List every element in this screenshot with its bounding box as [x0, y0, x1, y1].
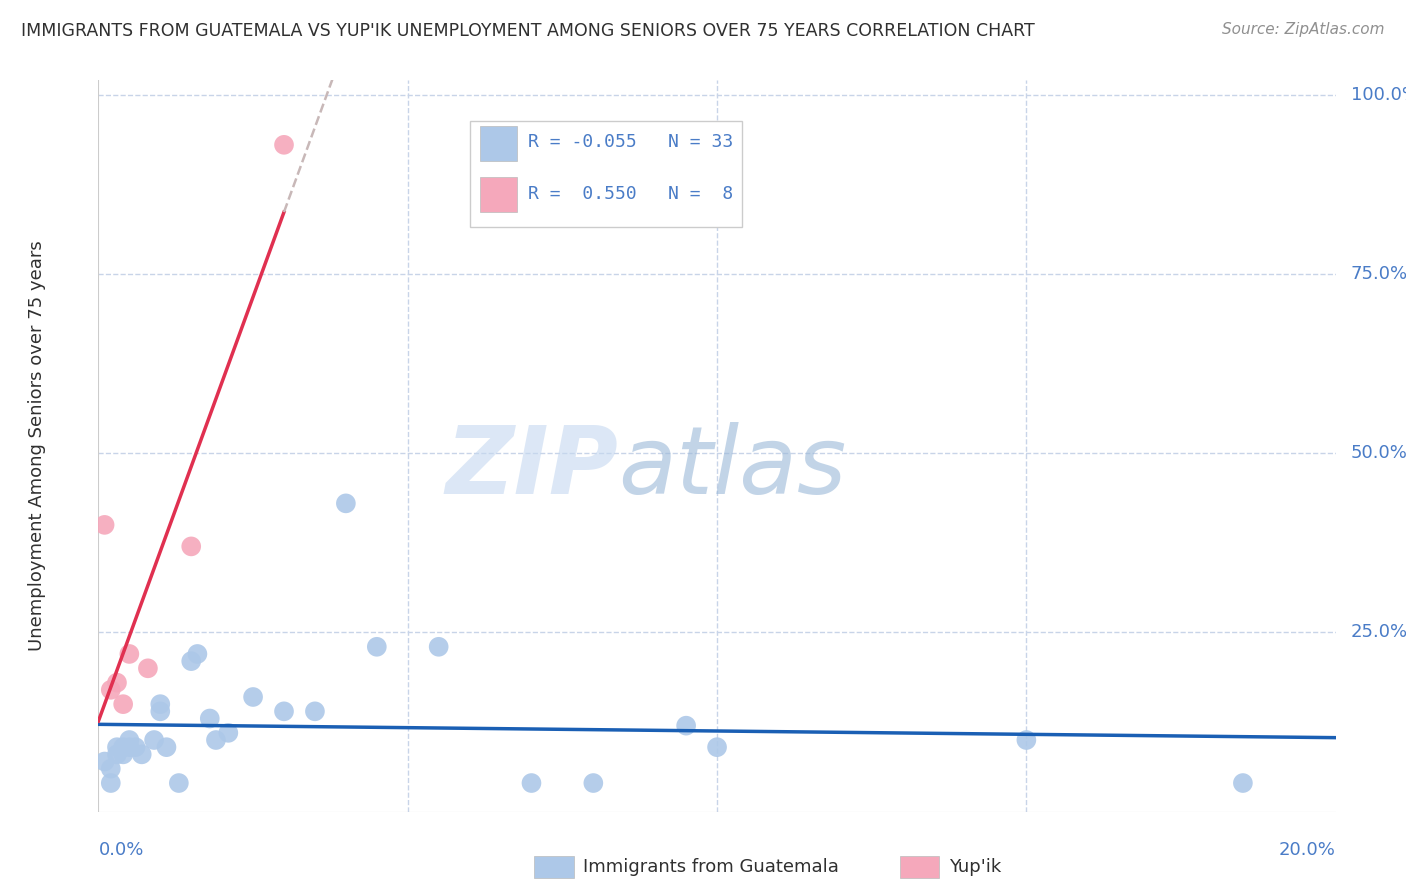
Point: [186, 647, 208, 661]
Point: [112, 697, 135, 711]
Bar: [479, 126, 516, 161]
Text: Unemployment Among Seniors over 75 years: Unemployment Among Seniors over 75 years: [28, 241, 45, 651]
Point: [100, 762, 122, 776]
Point: [273, 704, 295, 718]
Point: [131, 747, 153, 762]
Point: [100, 776, 122, 790]
Point: [149, 704, 172, 718]
Point: [198, 711, 221, 725]
Point: [520, 776, 543, 790]
Point: [93, 755, 115, 769]
Text: IMMIGRANTS FROM GUATEMALA VS YUP'IK UNEMPLOYMENT AMONG SENIORS OVER 75 YEARS COR: IMMIGRANTS FROM GUATEMALA VS YUP'IK UNEM…: [21, 22, 1035, 40]
Text: 20.0%: 20.0%: [1279, 841, 1336, 859]
Bar: [470, 120, 742, 227]
Text: 25.0%: 25.0%: [1351, 624, 1406, 641]
Point: [427, 640, 450, 654]
Point: [1232, 776, 1254, 790]
Text: Source: ZipAtlas.com: Source: ZipAtlas.com: [1222, 22, 1385, 37]
Point: [1015, 733, 1038, 747]
Point: [582, 776, 605, 790]
Point: [366, 640, 388, 654]
Point: [675, 719, 697, 733]
Text: atlas: atlas: [619, 423, 846, 514]
Text: N =  8: N = 8: [668, 185, 733, 202]
Text: 0.0%: 0.0%: [98, 841, 143, 859]
Point: [105, 747, 128, 762]
Point: [217, 726, 239, 740]
Point: [155, 740, 177, 755]
Text: ZIP: ZIP: [446, 422, 619, 514]
Point: [180, 540, 202, 554]
Point: [149, 697, 172, 711]
Point: [143, 733, 166, 747]
Point: [112, 740, 135, 755]
Point: [304, 704, 326, 718]
Point: [105, 740, 128, 755]
Text: 75.0%: 75.0%: [1351, 265, 1406, 283]
Point: [105, 675, 128, 690]
Bar: [479, 177, 516, 212]
Text: R = -0.055: R = -0.055: [527, 134, 637, 152]
Point: [242, 690, 264, 704]
Point: [100, 682, 122, 697]
Text: 100.0%: 100.0%: [1351, 86, 1406, 103]
Text: R =  0.550: R = 0.550: [527, 185, 637, 202]
Point: [180, 654, 202, 668]
Point: [706, 740, 728, 755]
Point: [112, 747, 135, 762]
Text: Immigrants from Guatemala: Immigrants from Guatemala: [583, 858, 839, 876]
Point: [118, 740, 141, 755]
Point: [335, 496, 357, 510]
Text: N = 33: N = 33: [668, 134, 733, 152]
Point: [136, 661, 159, 675]
Point: [118, 647, 141, 661]
Text: 50.0%: 50.0%: [1351, 444, 1406, 462]
Text: Yup'ik: Yup'ik: [949, 858, 1001, 876]
Point: [93, 517, 115, 532]
Point: [118, 733, 141, 747]
Point: [167, 776, 190, 790]
Point: [205, 733, 228, 747]
Point: [273, 137, 295, 152]
Point: [124, 740, 146, 755]
